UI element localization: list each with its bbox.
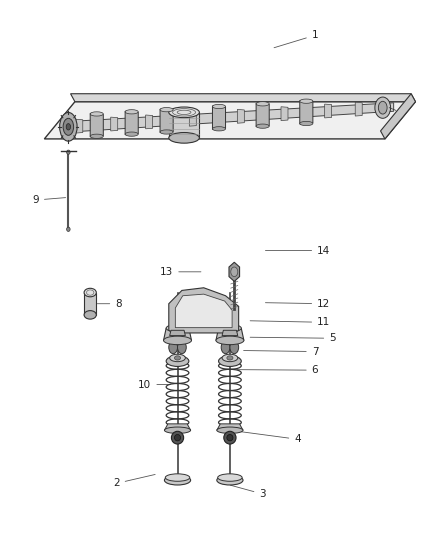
Polygon shape [169, 112, 199, 138]
Polygon shape [237, 109, 244, 123]
Ellipse shape [222, 354, 238, 362]
Text: 3: 3 [230, 485, 266, 499]
Ellipse shape [227, 356, 233, 360]
Polygon shape [222, 330, 238, 336]
Ellipse shape [221, 341, 230, 354]
Ellipse shape [216, 336, 244, 345]
Ellipse shape [230, 341, 239, 354]
Text: 5: 5 [250, 333, 336, 343]
Text: 4: 4 [233, 431, 301, 445]
Text: 12: 12 [265, 298, 330, 309]
Polygon shape [160, 109, 173, 133]
Ellipse shape [169, 133, 199, 143]
Ellipse shape [219, 325, 241, 332]
Polygon shape [217, 424, 243, 430]
Polygon shape [256, 103, 269, 127]
Polygon shape [125, 111, 138, 135]
Ellipse shape [378, 101, 387, 114]
Polygon shape [300, 101, 313, 124]
Ellipse shape [300, 122, 313, 126]
Polygon shape [164, 424, 191, 430]
Polygon shape [216, 328, 244, 341]
Ellipse shape [300, 99, 313, 103]
Ellipse shape [164, 427, 191, 433]
Ellipse shape [90, 112, 103, 116]
Polygon shape [229, 262, 240, 281]
Ellipse shape [375, 97, 391, 118]
Ellipse shape [170, 354, 185, 362]
Ellipse shape [90, 134, 103, 139]
Ellipse shape [217, 427, 243, 433]
Ellipse shape [217, 475, 243, 485]
Text: 13: 13 [160, 267, 201, 277]
Ellipse shape [219, 356, 241, 367]
Polygon shape [90, 114, 103, 137]
Polygon shape [381, 94, 416, 139]
Polygon shape [175, 294, 232, 328]
Polygon shape [212, 106, 226, 130]
Ellipse shape [212, 104, 226, 109]
Polygon shape [169, 288, 239, 333]
Ellipse shape [231, 267, 238, 277]
Ellipse shape [174, 356, 180, 360]
Text: 10: 10 [138, 379, 170, 390]
Text: 1: 1 [274, 30, 318, 48]
Polygon shape [111, 117, 118, 131]
Ellipse shape [166, 356, 189, 367]
Ellipse shape [160, 130, 173, 134]
Text: 8: 8 [97, 298, 122, 309]
Ellipse shape [84, 311, 96, 319]
Text: 6: 6 [237, 365, 318, 375]
Ellipse shape [171, 431, 184, 444]
Text: 2: 2 [113, 474, 155, 488]
Ellipse shape [125, 110, 138, 114]
Polygon shape [281, 107, 288, 120]
Ellipse shape [227, 434, 233, 441]
Ellipse shape [165, 474, 190, 481]
Polygon shape [325, 104, 332, 118]
Ellipse shape [169, 341, 177, 354]
Polygon shape [170, 330, 185, 336]
Ellipse shape [169, 107, 199, 118]
Text: 14: 14 [265, 246, 330, 255]
Ellipse shape [174, 434, 180, 441]
Ellipse shape [256, 124, 269, 128]
Ellipse shape [218, 474, 242, 481]
Ellipse shape [160, 108, 173, 112]
Ellipse shape [125, 132, 138, 136]
Polygon shape [163, 328, 191, 341]
Ellipse shape [212, 127, 226, 131]
Polygon shape [76, 119, 83, 133]
Text: 9: 9 [32, 195, 66, 205]
Polygon shape [44, 102, 416, 139]
Polygon shape [71, 94, 416, 102]
Polygon shape [84, 293, 96, 315]
Ellipse shape [66, 124, 71, 130]
Ellipse shape [67, 227, 70, 231]
Ellipse shape [177, 341, 186, 354]
Ellipse shape [224, 431, 236, 444]
Ellipse shape [84, 288, 96, 297]
Ellipse shape [60, 112, 77, 141]
Polygon shape [62, 103, 394, 133]
Ellipse shape [63, 118, 74, 135]
Polygon shape [355, 102, 362, 116]
Ellipse shape [163, 336, 191, 345]
Ellipse shape [67, 150, 70, 155]
Ellipse shape [166, 325, 189, 332]
Polygon shape [189, 112, 196, 126]
Text: 11: 11 [250, 317, 330, 327]
Polygon shape [146, 115, 152, 129]
Ellipse shape [256, 102, 269, 106]
Text: 7: 7 [244, 346, 318, 357]
Ellipse shape [164, 475, 191, 485]
